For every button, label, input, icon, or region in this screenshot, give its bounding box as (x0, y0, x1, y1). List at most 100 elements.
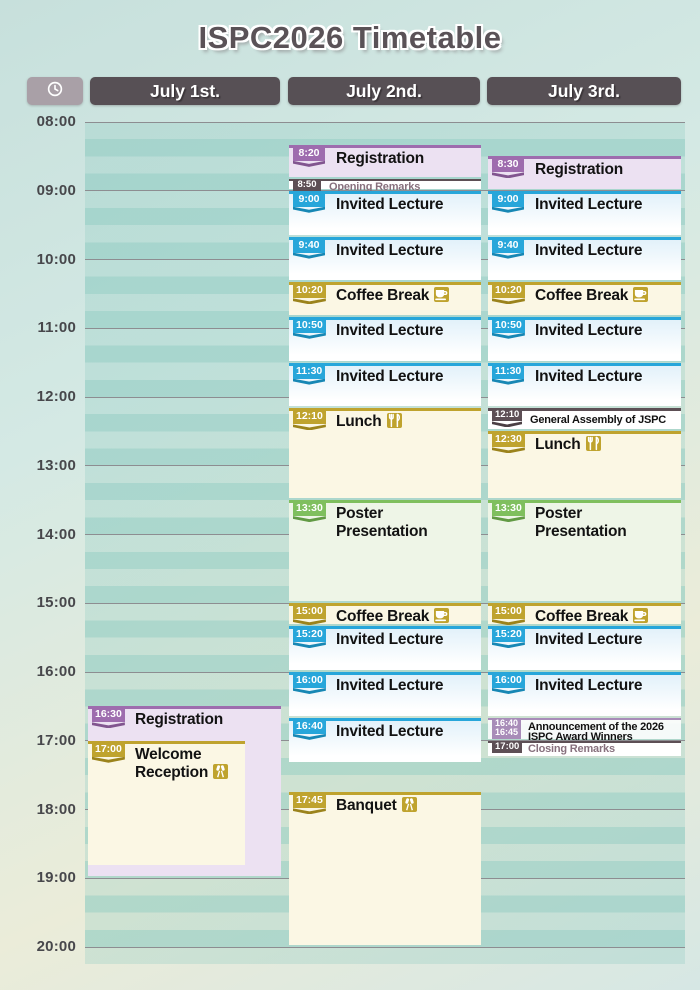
event-time-badge: 17:00 (492, 740, 523, 753)
event-time-badge: 10:50 (492, 316, 525, 333)
event-coffee-break: 10:20 Coffee Break (289, 282, 481, 315)
event-invited-lecture: 9:40 Invited Lecture (488, 236, 681, 281)
time-label: 17:00 (36, 731, 76, 749)
time-label: 19:00 (36, 869, 76, 887)
event-title: Lunch (336, 411, 477, 431)
event-time-badge: 16:00 (492, 672, 525, 688)
event-invited-lecture: 15:20 Invited Lecture (289, 626, 481, 670)
event-title: Poster Presentation (336, 505, 428, 541)
event-invited-lecture: 16:40 Invited Lecture (289, 717, 481, 762)
event-title: Closing Remarks (528, 742, 615, 755)
event-title: Invited Lecture (535, 631, 643, 649)
day-header-2: July 2nd. (288, 77, 480, 105)
cutlery-icon (386, 413, 402, 429)
event-title: Invited Lecture (535, 241, 643, 259)
event-coffee-break: 10:20 Coffee Break (488, 282, 681, 315)
event-time-badge: 12:30 (492, 431, 525, 448)
event-title: Invited Lecture (535, 195, 643, 213)
event-invited-lecture: 10:50 Invited Lecture (488, 316, 681, 361)
event-title: Lunch (535, 434, 677, 454)
event-time-badge: 9:00 (293, 190, 325, 207)
event-invited-lecture: 16:00 Invited Lecture (289, 672, 481, 716)
hour-gridline (85, 121, 685, 123)
champagne-icon (401, 797, 417, 813)
time-label: 09:00 (36, 181, 76, 199)
event-time-badge: 16:30 (92, 706, 125, 723)
event-invited-lecture: 16:00 Invited Lecture (488, 672, 681, 716)
time-label: 18:00 (36, 800, 76, 818)
event-coffee-break: 15:00 Coffee Break (488, 603, 681, 626)
event-invited-lecture: 10:50 Invited Lecture (289, 316, 481, 361)
event-title: Invited Lecture (336, 321, 444, 339)
hour-gridline (85, 946, 685, 948)
event-title: Welcome Reception (135, 744, 241, 782)
time-label: 20:00 (36, 938, 76, 955)
event-time-badge: 10:20 (492, 282, 525, 299)
event-time-badge: 16:40 (293, 717, 326, 734)
event-time-badge: 12:10 (492, 408, 523, 422)
event-time-badge: 17:00 (92, 740, 125, 757)
event-lunch: 12:30 Lunch (488, 431, 681, 499)
event-title: Announcement of the 2026 ISPC Award Winn… (528, 720, 664, 744)
event-invited-lecture: 15:20 Invited Lecture (488, 626, 681, 670)
event-time-badge: 11:30 (492, 362, 525, 379)
coffee-cup-icon (434, 608, 450, 624)
event-time-badge: 10:50 (293, 316, 326, 333)
event-title: Coffee Break (336, 285, 477, 305)
clock-icon (46, 80, 64, 103)
event-registration: 8:20 Registration (289, 144, 481, 178)
event-title: Invited Lecture (336, 241, 444, 259)
event-title: Invited Lecture (535, 367, 643, 385)
event-title: Banquet (336, 795, 477, 815)
event-time-badge: 8:20 (293, 144, 325, 161)
event-title: Registration (535, 161, 624, 179)
event-invited-lecture: 11:30 Invited Lecture (488, 362, 681, 407)
event-lunch: 12:10 Lunch (289, 408, 481, 499)
event-time-badge: 8:50 (293, 179, 321, 192)
event-time-badge: 15:20 (293, 626, 326, 643)
event-registration: 8:30 Registration (488, 156, 681, 189)
event-title: Invited Lecture (535, 677, 643, 694)
event-poster-presentation: 13:30 Poster Presentation (289, 500, 481, 602)
event-title: Coffee Break (336, 606, 477, 626)
event-time-badge: 9:00 (492, 190, 524, 207)
event-general-assembly-of-jspc: 12:10 General Assembly of JSPC (488, 408, 681, 430)
event-time-badge: 10:20 (293, 282, 326, 299)
time-column-header (27, 77, 83, 105)
event-time-badge: 15:00 (293, 603, 326, 620)
event-title: Invited Lecture (336, 195, 444, 213)
event-closing-remarks: 17:00 Closing Remarks (488, 740, 681, 756)
event-title: General Assembly of JSPC (530, 414, 667, 427)
champagne-icon (213, 763, 229, 779)
event-time-badge: 11:30 (293, 362, 326, 379)
event-time-badge: 8:30 (492, 156, 524, 173)
event-invited-lecture: 11:30 Invited Lecture (289, 362, 481, 407)
time-label: 16:00 (36, 663, 76, 680)
event-time-badge: 12:10 (293, 408, 326, 425)
event-announcement-of-the-2026-ispc-award-winners: 16:40 16:45 Announcement of the 2026 ISPC… (488, 717, 681, 743)
coffee-cup-icon (633, 608, 649, 624)
event-welcome-reception: 17:00 Welcome Reception (88, 740, 245, 865)
time-label: 11:00 (37, 319, 76, 337)
event-time-badge: 17:45 (293, 792, 326, 809)
time-label: 08:00 (36, 113, 76, 130)
time-label: 15:00 (36, 594, 76, 612)
event-time-badge: 9:40 (492, 236, 524, 253)
event-invited-lecture: 9:00 Invited Lecture (289, 190, 481, 235)
event-time-badge: 16:40 16:45 (492, 717, 522, 739)
time-label: 14:00 (36, 525, 76, 543)
event-time-badge: 9:40 (293, 236, 325, 253)
event-time-badge: 16:00 (293, 672, 326, 688)
event-title: Coffee Break (535, 606, 677, 626)
event-title: Invited Lecture (336, 722, 444, 740)
coffee-cup-icon (434, 287, 450, 303)
event-title: Invited Lecture (336, 677, 444, 694)
day-header-1: July 1st. (90, 77, 280, 105)
event-title: Poster Presentation (535, 505, 627, 541)
event-title: Coffee Break (535, 285, 677, 305)
event-opening-remarks: 8:50 Opening Remarks (289, 179, 481, 193)
page-title: ISPC2026 Timetable (198, 20, 502, 55)
time-label: 12:00 (36, 388, 76, 405)
event-coffee-break: 15:00 Coffee Break (289, 603, 481, 626)
